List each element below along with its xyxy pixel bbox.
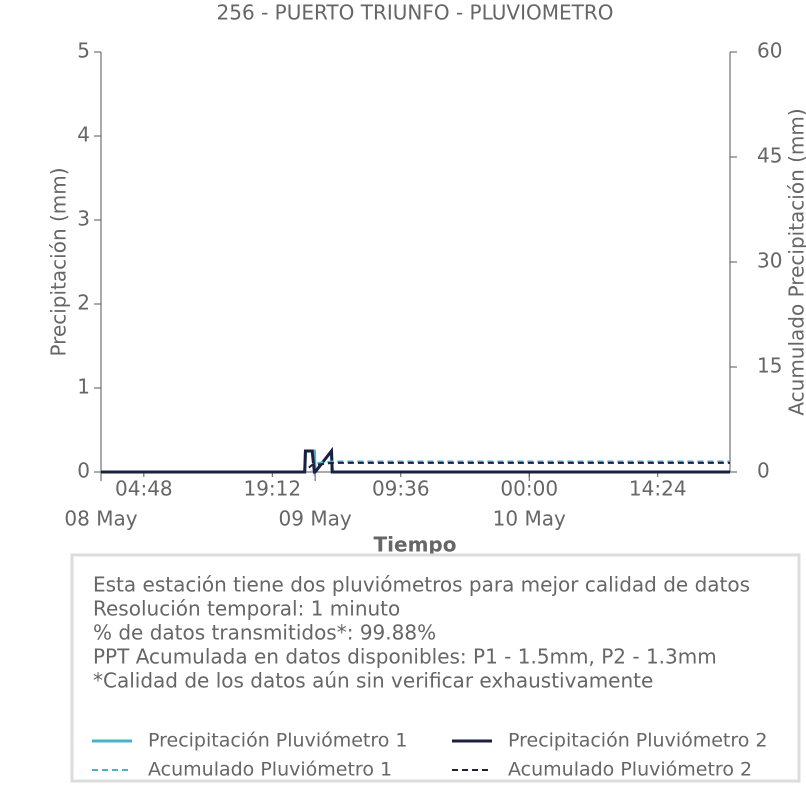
y-axis-label: Precipitación (mm) (47, 167, 71, 356)
info-text: Esta estación tiene dos pluviómetros par… (93, 573, 750, 597)
y2-tick-label: 45 (757, 144, 782, 168)
y-tick-label: 4 (77, 123, 90, 147)
y2-tick-label: 15 (757, 354, 782, 378)
date-tick-label: 10 May (493, 507, 566, 531)
legend-label: Acumulado Pluviómetro 2 (508, 759, 752, 781)
series-line (101, 446, 730, 477)
info-text: % de datos transmitidos*: 99.88% (93, 621, 436, 645)
y2-tick-label: 30 (757, 249, 782, 273)
date-tick-label: 09 May (279, 507, 352, 531)
series-line (101, 461, 730, 473)
legend-label: Precipitación Pluviómetro 1 (148, 730, 408, 752)
info-box (70, 553, 801, 783)
legend-label: Acumulado Pluviómetro 1 (148, 759, 392, 781)
y2-tick-label: 60 (757, 39, 782, 63)
legend-label: Precipitación Pluviómetro 2 (508, 730, 768, 752)
series-line (101, 460, 730, 473)
x-tick-label: 14:24 (629, 477, 687, 501)
info-text: *Calidad de los datos aún sin verificar … (93, 669, 653, 693)
date-tick-label: 08 May (64, 507, 137, 531)
chart-title: 256 - PUERTO TRIUNFO - PLUVIOMETRO (217, 1, 614, 25)
info-text: PPT Acumulada en datos disponibles: P1 -… (93, 645, 717, 669)
info-text: Resolución temporal: 1 minuto (93, 597, 400, 621)
x-axis-label: Tiempo (374, 533, 457, 557)
y-tick-label: 0 (77, 459, 90, 483)
x-tick-label: 09:36 (372, 477, 430, 501)
y-tick-label: 2 (77, 291, 90, 315)
x-tick-label: 19:12 (243, 477, 301, 501)
y-tick-label: 5 (77, 39, 90, 63)
y2-axis-label: Acumulado Precipitación (mm) (785, 108, 806, 415)
y-tick-label: 3 (77, 207, 90, 231)
y-tick-label: 1 (77, 375, 90, 399)
series-line (101, 446, 730, 474)
y2-tick-label: 0 (757, 459, 770, 483)
x-tick-label: 04:48 (115, 477, 173, 501)
